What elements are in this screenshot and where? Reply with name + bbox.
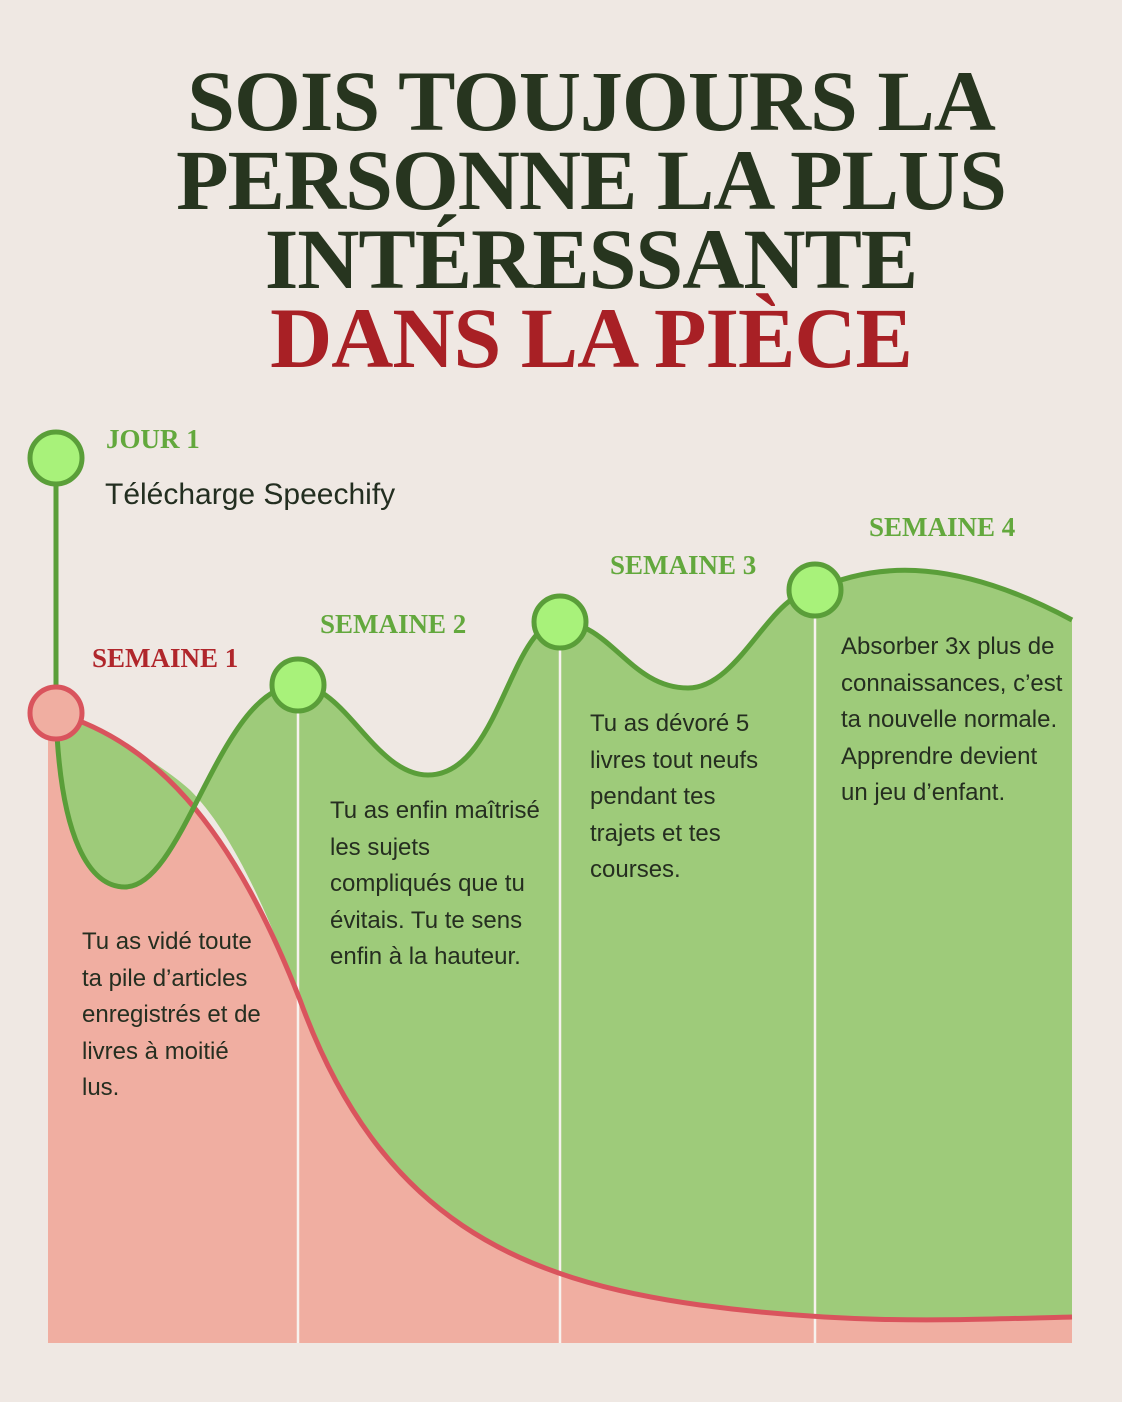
page-title: SOIS TOUJOURS LA PERSONNE LA PLUS INTÉRE… <box>0 53 1122 386</box>
stage-label-week-3: SEMAINE 3 <box>610 550 757 580</box>
stage-label-day-1: JOUR 1 <box>106 424 200 454</box>
title-line-2: PERSONNE LA PLUS <box>176 132 1007 228</box>
stage-label-week-4: SEMAINE 4 <box>869 512 1016 542</box>
stage-label-week-1: SEMAINE 1 <box>92 643 239 673</box>
title-line-1: SOIS TOUJOURS LA <box>187 53 996 149</box>
marker-week-3 <box>531 593 589 651</box>
stage-description-week-2: Tu as enfin maîtrisé les sujets compliqu… <box>330 797 540 970</box>
stage-subtitle-day-1: Télécharge Speechify <box>105 478 396 511</box>
title-line-4-accent: DANS LA PIÈCE <box>270 290 913 386</box>
decline-area <box>48 713 1072 1343</box>
stage-description-week-4: Absorber 3x plus de connaissances, c’est… <box>841 633 1063 806</box>
title-line-3: INTÉRESSANTE <box>264 211 918 307</box>
stage-label-week-2: SEMAINE 2 <box>320 609 467 639</box>
growth-area <box>58 570 1072 1320</box>
stage-description-week-1: Tu as vidé toute ta pile d’articles enre… <box>82 928 261 1101</box>
decline-line <box>55 710 1073 1323</box>
stage-description-week-3: Tu as dévoré 5 livres tout neufs pendant… <box>590 710 759 883</box>
marker-week-1 <box>27 684 85 742</box>
marker-day-1 <box>27 429 85 487</box>
marker-week-4 <box>786 561 844 619</box>
marker-week-2 <box>269 656 327 714</box>
